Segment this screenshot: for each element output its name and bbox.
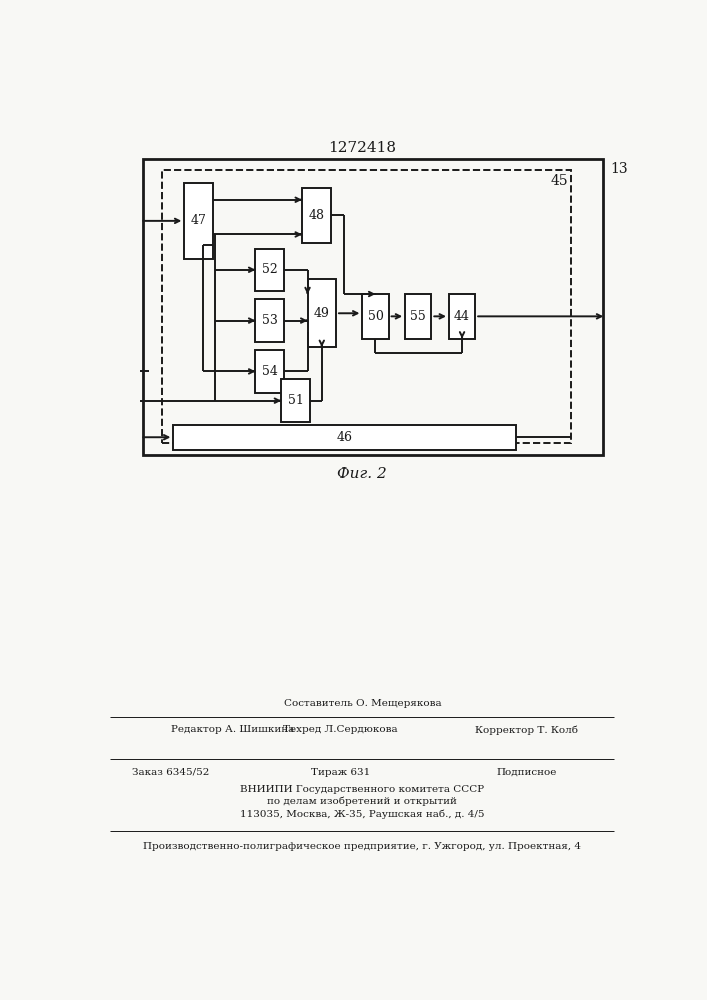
Text: Фиг. 2: Фиг. 2	[337, 467, 387, 481]
Bar	[255, 299, 284, 342]
Text: 50: 50	[368, 310, 383, 323]
Text: 48: 48	[308, 209, 325, 222]
Text: 13: 13	[610, 162, 628, 176]
Text: Редактор А. Шишкина: Редактор А. Шишкина	[170, 725, 294, 734]
Bar	[163, 170, 571, 443]
Text: 44: 44	[454, 310, 470, 323]
Text: 54: 54	[262, 365, 278, 378]
Bar	[449, 294, 475, 339]
Text: 55: 55	[410, 310, 426, 323]
Text: ВНИИПИ Государственного комитета СССР: ВНИИПИ Государственного комитета СССР	[240, 785, 484, 794]
Text: 51: 51	[288, 394, 303, 407]
Text: 1272418: 1272418	[328, 141, 397, 155]
Text: Тираж 631: Тираж 631	[311, 768, 370, 777]
Text: 45: 45	[550, 174, 568, 188]
Bar	[173, 425, 516, 450]
Text: Подписное: Подписное	[496, 768, 557, 777]
Bar	[255, 350, 284, 393]
Text: Корректор Т. Колб: Корректор Т. Колб	[475, 725, 578, 735]
Text: по делам изобретений и открытий: по делам изобретений и открытий	[267, 797, 457, 806]
Bar	[308, 279, 336, 347]
Text: 47: 47	[191, 214, 206, 227]
Text: Техред Л.Сердюкова: Техред Л.Сердюкова	[283, 725, 398, 734]
Text: Составитель О. Мещерякова: Составитель О. Мещерякова	[284, 699, 441, 708]
Text: 52: 52	[262, 263, 278, 276]
Bar	[302, 188, 331, 243]
Text: Заказ 6345/52: Заказ 6345/52	[132, 768, 209, 777]
Text: Производственно-полиграфическое предприятие, г. Ужгород, ул. Проектная, 4: Производственно-полиграфическое предприя…	[144, 842, 581, 851]
Bar	[405, 294, 431, 339]
Bar	[281, 379, 310, 422]
Bar	[144, 158, 604, 455]
Bar	[255, 249, 284, 291]
Text: 46: 46	[337, 431, 353, 444]
Text: 113035, Москва, Ж-35, Раушская наб., д. 4/5: 113035, Москва, Ж-35, Раушская наб., д. …	[240, 809, 484, 819]
Text: 49: 49	[314, 307, 329, 320]
Bar	[185, 183, 213, 259]
Text: 53: 53	[262, 314, 278, 327]
Bar	[363, 294, 389, 339]
